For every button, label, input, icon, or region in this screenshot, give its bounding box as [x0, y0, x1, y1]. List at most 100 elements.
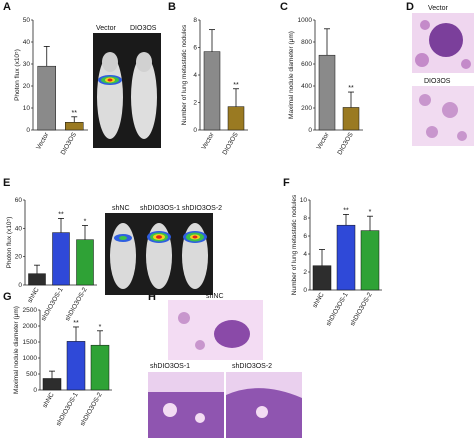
y-axis-label: Maximal nodule diameter (μm) — [13, 306, 20, 394]
y-axis-label: Number of lung metastatic nodules — [181, 24, 188, 125]
significance-mark: * — [369, 209, 372, 216]
y-tick-label: 4 — [303, 251, 307, 258]
y-tick-label: 2500 — [23, 307, 38, 314]
bar-shdio3os-2 — [90, 344, 110, 391]
x-tick-label: shDIO3OS-1 — [40, 286, 65, 322]
y-tick-label: 50 — [23, 17, 31, 24]
histology-image-shnc — [168, 300, 263, 360]
y-tick-label: 0 — [308, 127, 312, 134]
mouse-image-dio3os — [127, 33, 161, 148]
bar-shnc — [42, 378, 62, 391]
bar-vector — [318, 54, 336, 131]
y-tick-label: 0 — [26, 127, 30, 134]
x-tick-label: shDIO3OS-2 — [64, 286, 89, 322]
x-tick-label: DIO3OS — [60, 131, 79, 156]
y-tick-label: 2 — [303, 269, 307, 276]
panel-letter-d: D — [406, 1, 414, 13]
mouse-image-vector — [93, 33, 127, 148]
chart-a: 0 10 20 30 40 50 Photon flux (x10⁵) Vector ** DIO… — [14, 17, 88, 156]
x-tick-label: Vector — [315, 131, 331, 151]
x-tick-label: shNC — [312, 291, 326, 309]
mouse-image-sh1 — [141, 213, 177, 295]
histology-label-shnc: shNC — [206, 293, 224, 300]
bar-shdio3os-2 — [76, 239, 94, 286]
y-axis-label: Photon flux (x10⁵) — [6, 217, 13, 269]
bar-vector — [203, 51, 221, 131]
chart-b: 0 2 4 6 8 Number of lung metastatic nodules Ve… — [181, 17, 248, 156]
x-tick-label: shDIO3OS-1 — [55, 391, 80, 427]
histology-label-vector: Vector — [428, 5, 449, 12]
y-tick-label: 4 — [193, 72, 197, 79]
x-tick-label: shDIO3OS-2 — [349, 291, 374, 327]
y-tick-label: 1000 — [298, 17, 313, 24]
y-tick-label: 10 — [23, 105, 31, 112]
bar-shdio3os-1 — [52, 232, 70, 286]
panel-letter-g: G — [3, 291, 12, 303]
bar-shdio3os-2 — [360, 230, 380, 291]
significance-mark: ** — [233, 82, 239, 89]
y-tick-label: 600 — [301, 61, 312, 68]
panel-letter-h: H — [148, 291, 156, 303]
panel-letter-a: A — [3, 1, 11, 13]
panel-letter-f: F — [283, 177, 290, 189]
y-axis-label: Maximal nodule diameter (μm) — [288, 31, 295, 119]
y-tick-label: 400 — [301, 83, 312, 90]
chart-e: 0 20 40 60 Photon flux (x10⁵) shNC ** shDIO3OS-… — [6, 197, 97, 322]
histology-image-vector — [412, 13, 474, 73]
mouse-image-shnc — [105, 213, 141, 295]
panel-letter-e: E — [3, 177, 10, 189]
y-axis-label: Number of lung metastatic nodules — [291, 194, 298, 295]
x-tick-label: Vector — [35, 131, 51, 151]
bar-shdio3os-1 — [336, 224, 356, 291]
y-tick-label: 200 — [301, 105, 312, 112]
significance-mark: * — [84, 219, 87, 226]
y-tick-label: 2000 — [23, 323, 38, 330]
x-tick-label: shNC — [42, 391, 56, 409]
y-tick-label: 20 — [23, 83, 31, 90]
y-tick-label: 500 — [26, 371, 37, 378]
mouse-label-sh1: shDIO3OS-1 — [140, 205, 180, 212]
bar-shnc — [28, 273, 46, 286]
x-tick-label: shDIO3OS-2 — [79, 391, 104, 427]
mouse-label-shnc: shNC — [112, 205, 130, 212]
y-tick-label: 800 — [301, 39, 312, 46]
histology-image-sh1 — [148, 372, 224, 438]
mouse-label-vector: Vector — [96, 25, 117, 32]
y-tick-label: 0 — [193, 127, 197, 134]
histology-label-sh1: shDIO3OS-1 — [150, 363, 190, 370]
y-tick-label: 40 — [23, 39, 31, 46]
y-tick-label: 40 — [15, 225, 23, 232]
y-tick-label: 2 — [193, 100, 197, 107]
histology-label-sh2: shDIO3OS-2 — [232, 363, 272, 370]
y-tick-label: 0 — [33, 387, 37, 394]
bar-dio3os — [65, 122, 84, 131]
bar-dio3os — [227, 106, 245, 131]
mouse-label-sh2: shDIO3OS-2 — [182, 205, 222, 212]
y-tick-label: 0 — [18, 282, 22, 289]
significance-mark: ** — [73, 320, 79, 327]
histology-image-sh2 — [226, 372, 302, 438]
y-tick-label: 1000 — [23, 355, 38, 362]
x-tick-label: shNC — [27, 286, 41, 304]
y-tick-label: 10 — [300, 197, 308, 204]
y-tick-label: 0 — [303, 287, 307, 294]
y-tick-label: 60 — [15, 197, 23, 204]
y-tick-label: 6 — [303, 233, 307, 240]
y-tick-label: 1500 — [23, 339, 38, 346]
y-tick-label: 20 — [15, 254, 23, 261]
y-tick-label: 8 — [303, 215, 307, 222]
panel-letter-b: B — [168, 1, 176, 13]
histology-label-dio3os: DIO3OS — [424, 78, 451, 85]
panel-letter-c: C — [280, 1, 288, 13]
significance-mark: ** — [58, 211, 64, 218]
y-axis-label: Photon flux (x10⁵) — [14, 49, 21, 101]
bar-shnc — [312, 265, 332, 291]
bar-vector — [37, 65, 56, 131]
bar-dio3os — [342, 107, 360, 131]
y-tick-label: 8 — [193, 17, 197, 24]
y-tick-label: 6 — [193, 45, 197, 52]
x-tick-label: Vector — [200, 131, 216, 151]
